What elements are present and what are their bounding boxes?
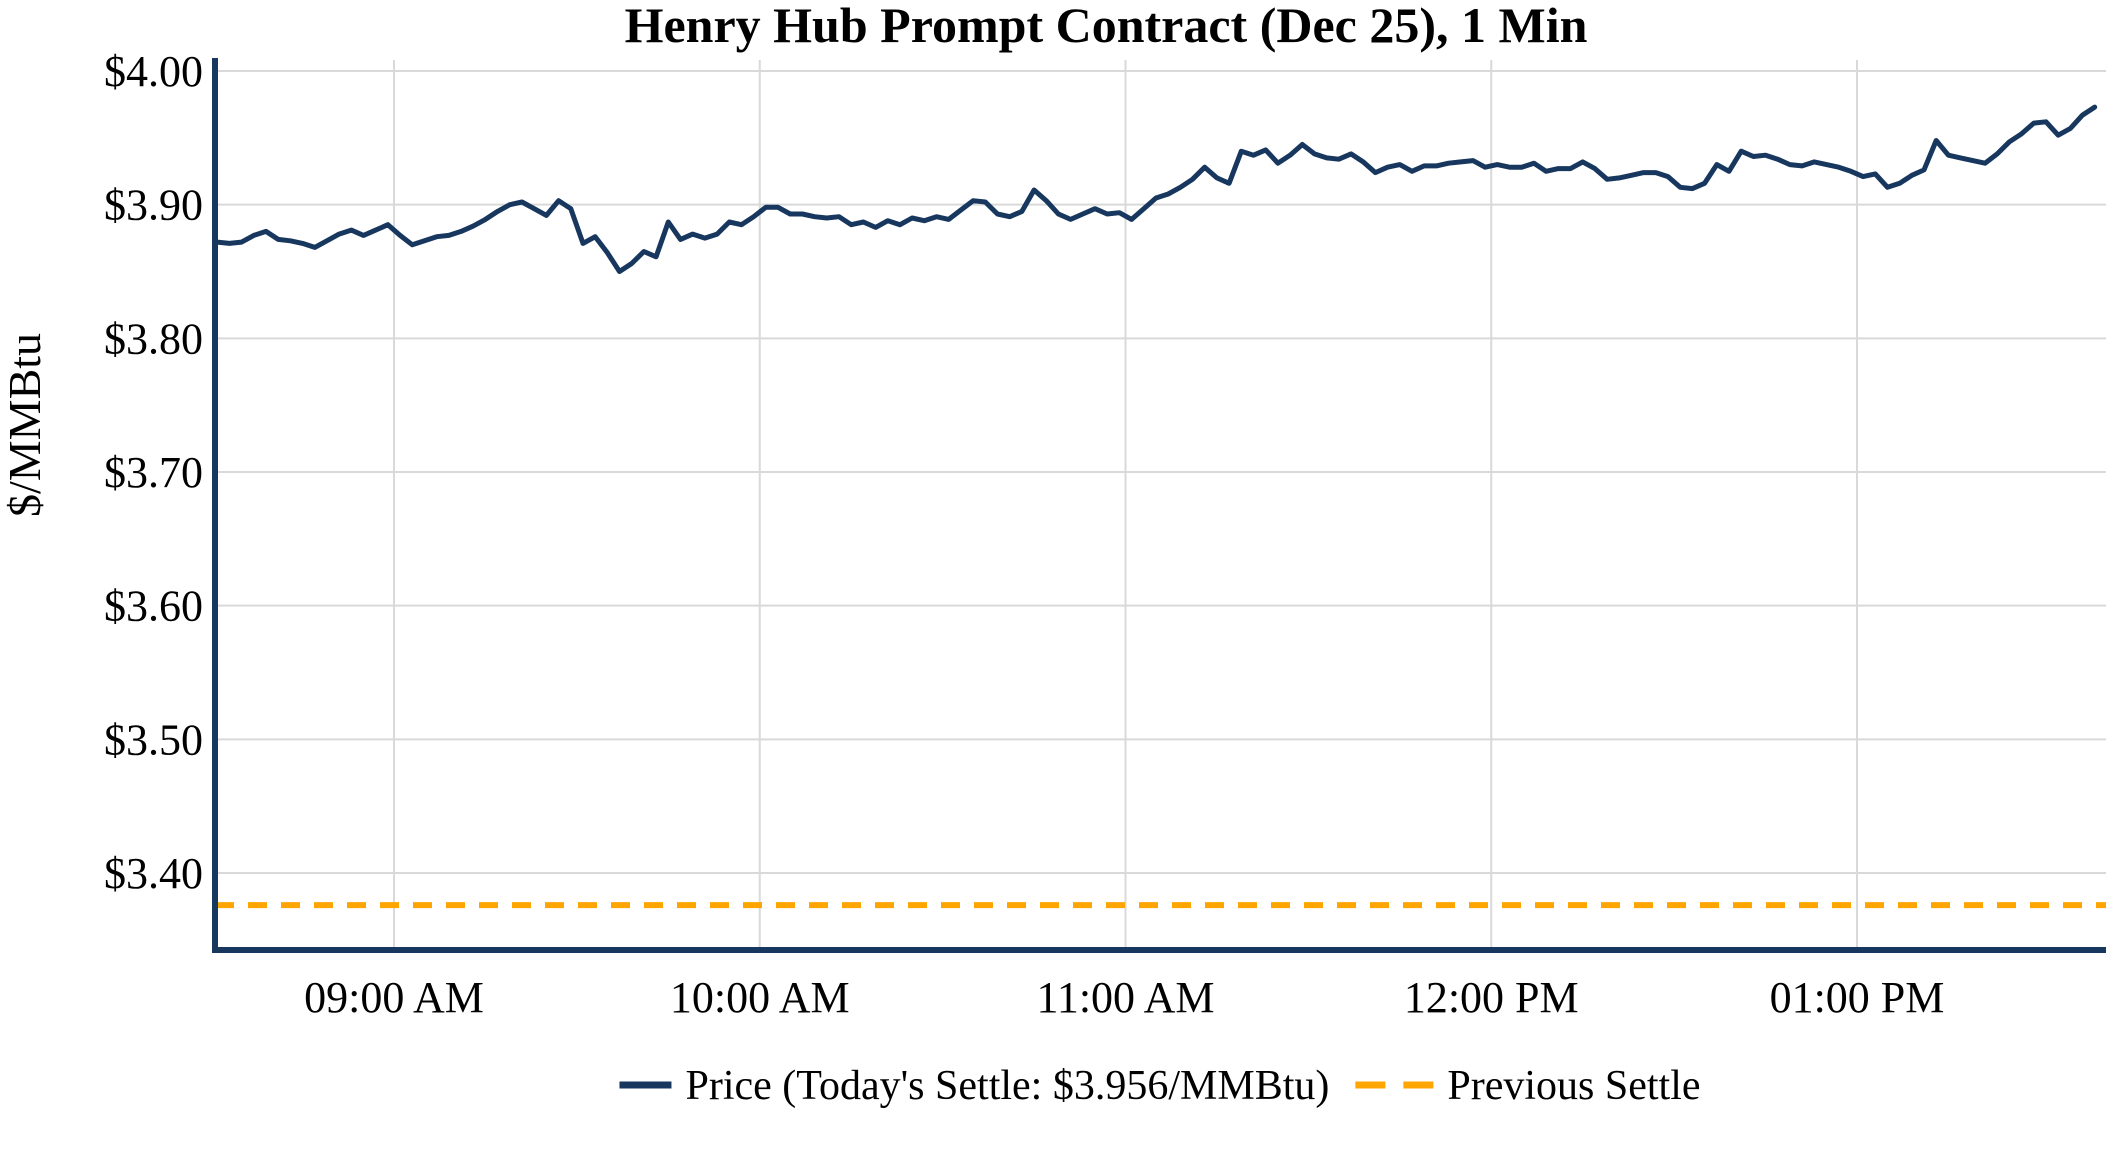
y-axis-label: $/MMBtu xyxy=(0,333,50,517)
x-tick-label: 10:00 AM xyxy=(670,973,850,1022)
legend-previous-settle-label: Previous Settle xyxy=(1447,1063,1700,1109)
x-tick-label: 09:00 AM xyxy=(304,973,484,1022)
y-tick-label: $4.00 xyxy=(104,47,203,96)
grid: $4.00 $3.90 $3.80 $3.70 $3.60 $3.50 $3.40 09:00… xyxy=(104,47,2106,1022)
y-tick-label: $3.70 xyxy=(104,448,203,497)
chart-title: Henry Hub Prompt Contract (Dec 25), 1 Mi… xyxy=(625,0,1588,53)
y-tick-label: $3.60 xyxy=(104,582,203,631)
x-tick-label: 12:00 PM xyxy=(1404,973,1579,1022)
x-tick-label: 11:00 AM xyxy=(1036,973,1214,1022)
x-tick-label: 01:00 PM xyxy=(1770,973,1945,1022)
y-tick-label: $3.80 xyxy=(104,314,203,363)
plot-area xyxy=(212,58,2106,953)
price-line xyxy=(214,104,2098,274)
y-tick-label: $3.50 xyxy=(104,715,203,764)
y-tick-label: $3.40 xyxy=(104,849,203,898)
y-tick-label: $3.90 xyxy=(104,181,203,230)
legend: Price (Today's Settle: $3.956/MMBtu) Pre… xyxy=(619,1063,1701,1109)
legend-price-label: Price (Today's Settle: $3.956/MMBtu) xyxy=(685,1063,1329,1109)
